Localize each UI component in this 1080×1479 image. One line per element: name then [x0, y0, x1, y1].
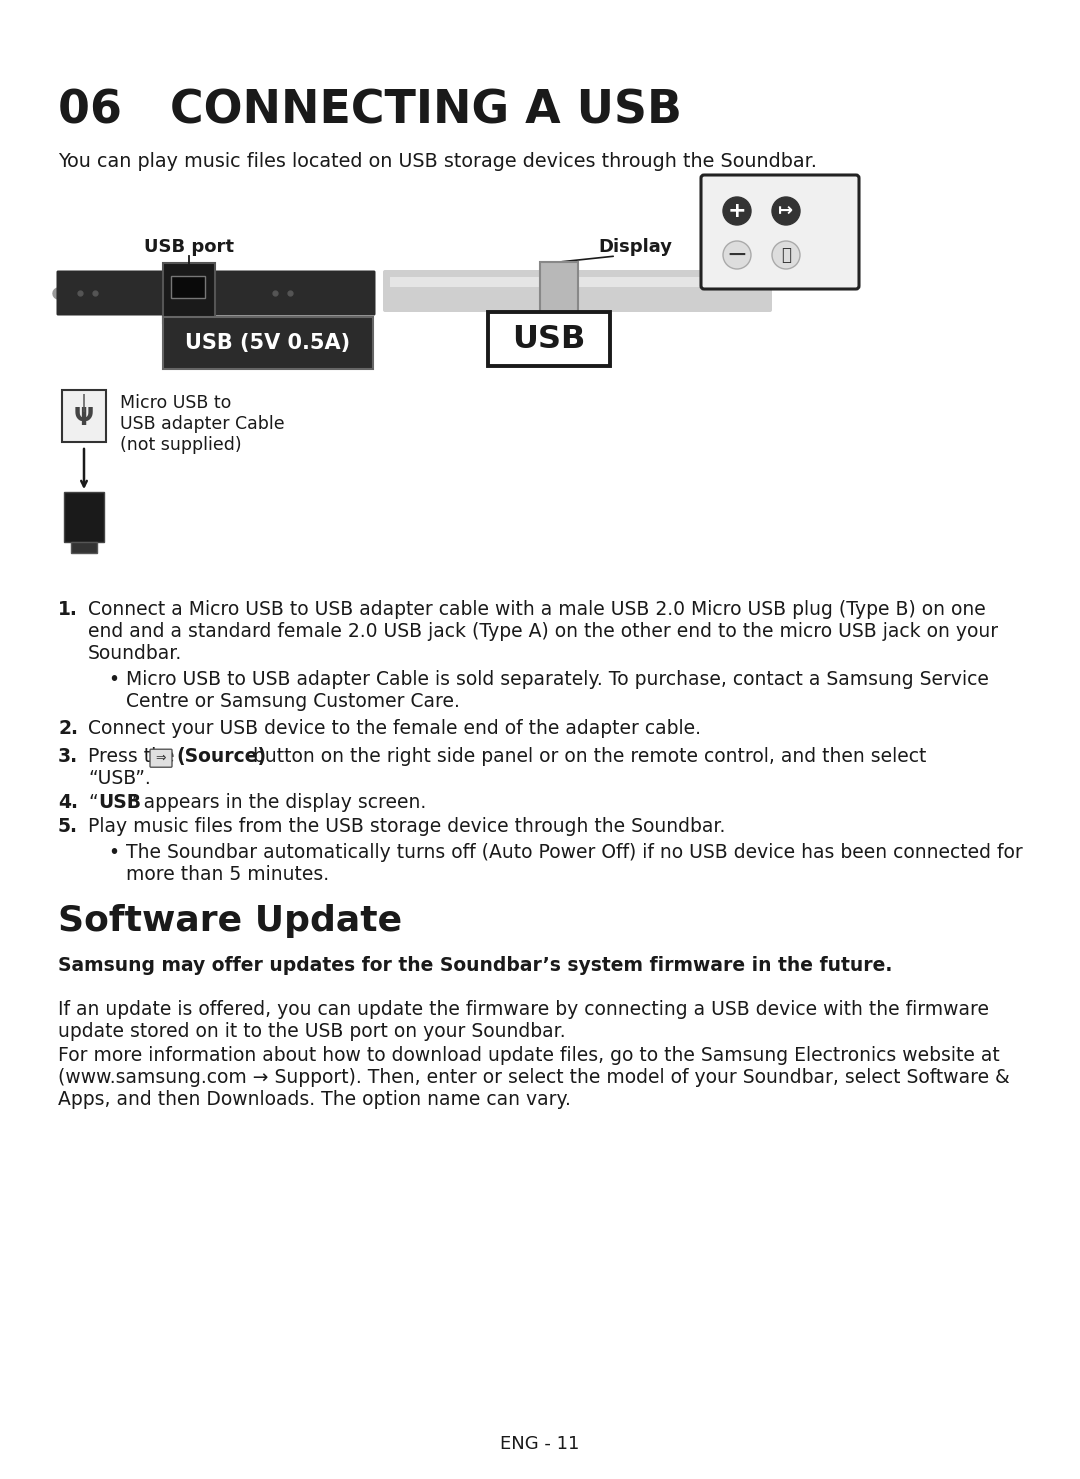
Text: ENG - 11: ENG - 11 [500, 1435, 580, 1452]
FancyBboxPatch shape [488, 312, 610, 365]
Text: (Source): (Source) [176, 747, 266, 766]
Text: Connect your USB device to the female end of the adapter cable.: Connect your USB device to the female en… [87, 719, 701, 738]
FancyBboxPatch shape [150, 750, 172, 768]
Text: If an update is offered, you can update the firmware by connecting a USB device : If an update is offered, you can update … [58, 1000, 989, 1041]
Bar [71, 541, 97, 553]
Circle shape [772, 197, 800, 225]
Bar [390, 277, 765, 287]
Text: 3.: 3. [58, 747, 78, 766]
Text: |: | [81, 393, 87, 413]
FancyBboxPatch shape [383, 271, 772, 312]
Circle shape [723, 241, 751, 269]
Text: •: • [108, 670, 119, 689]
Text: Micro USB to USB adapter Cable is sold separately. To purchase, contact a Samsun: Micro USB to USB adapter Cable is sold s… [126, 670, 989, 710]
Text: −: − [727, 243, 747, 268]
Text: You can play music files located on USB storage devices through the Soundbar.: You can play music files located on USB … [58, 152, 816, 172]
Text: USB: USB [98, 793, 141, 812]
Text: 1.: 1. [58, 600, 78, 620]
Text: Press the: Press the [87, 747, 180, 766]
FancyBboxPatch shape [701, 175, 859, 288]
Text: button on the right side panel or on the remote control, and then select: button on the right side panel or on the… [247, 747, 927, 766]
Text: Ψ: Ψ [75, 407, 94, 430]
Bar [163, 263, 215, 322]
Text: USB (5V 0.5A): USB (5V 0.5A) [186, 333, 351, 353]
Text: Display: Display [598, 238, 672, 256]
Text: ” appears in the display screen.: ” appears in the display screen. [129, 793, 427, 812]
Bar [540, 262, 578, 318]
Text: +: + [728, 201, 746, 220]
Text: “: “ [87, 793, 97, 812]
Bar [62, 390, 106, 442]
FancyBboxPatch shape [56, 271, 376, 315]
Text: Samsung may offer updates for the Soundbar’s system firmware in the future.: Samsung may offer updates for the Soundb… [58, 957, 892, 976]
Text: 4.: 4. [58, 793, 78, 812]
Text: Connect a Micro USB to USB adapter cable with a male USB 2.0 Micro USB plug (Typ: Connect a Micro USB to USB adapter cable… [87, 600, 998, 663]
Text: For more information about how to download update files, go to the Samsung Elect: For more information about how to downlo… [58, 1047, 1010, 1109]
Text: 5.: 5. [58, 816, 78, 836]
Text: “USB”.: “USB”. [87, 769, 151, 788]
Text: USB port: USB port [144, 238, 234, 256]
Text: 2.: 2. [58, 719, 78, 738]
Text: •: • [108, 843, 119, 862]
Circle shape [772, 241, 800, 269]
Text: ↦: ↦ [779, 203, 794, 220]
Text: Micro USB to
USB adapter Cable
(not supplied): Micro USB to USB adapter Cable (not supp… [120, 393, 285, 454]
Bar [171, 277, 205, 297]
Text: USB: USB [512, 324, 585, 355]
Text: ⏻: ⏻ [781, 246, 791, 263]
Text: ⇒: ⇒ [156, 751, 166, 765]
Text: Play music files from the USB storage device through the Soundbar.: Play music files from the USB storage de… [87, 816, 726, 836]
Text: Software Update: Software Update [58, 905, 402, 939]
Bar [163, 317, 373, 368]
Text: 06   CONNECTING A USB: 06 CONNECTING A USB [58, 87, 681, 133]
Circle shape [723, 197, 751, 225]
Bar [64, 493, 104, 541]
Text: The Soundbar automatically turns off (Auto Power Off) if no USB device has been : The Soundbar automatically turns off (Au… [126, 843, 1023, 883]
